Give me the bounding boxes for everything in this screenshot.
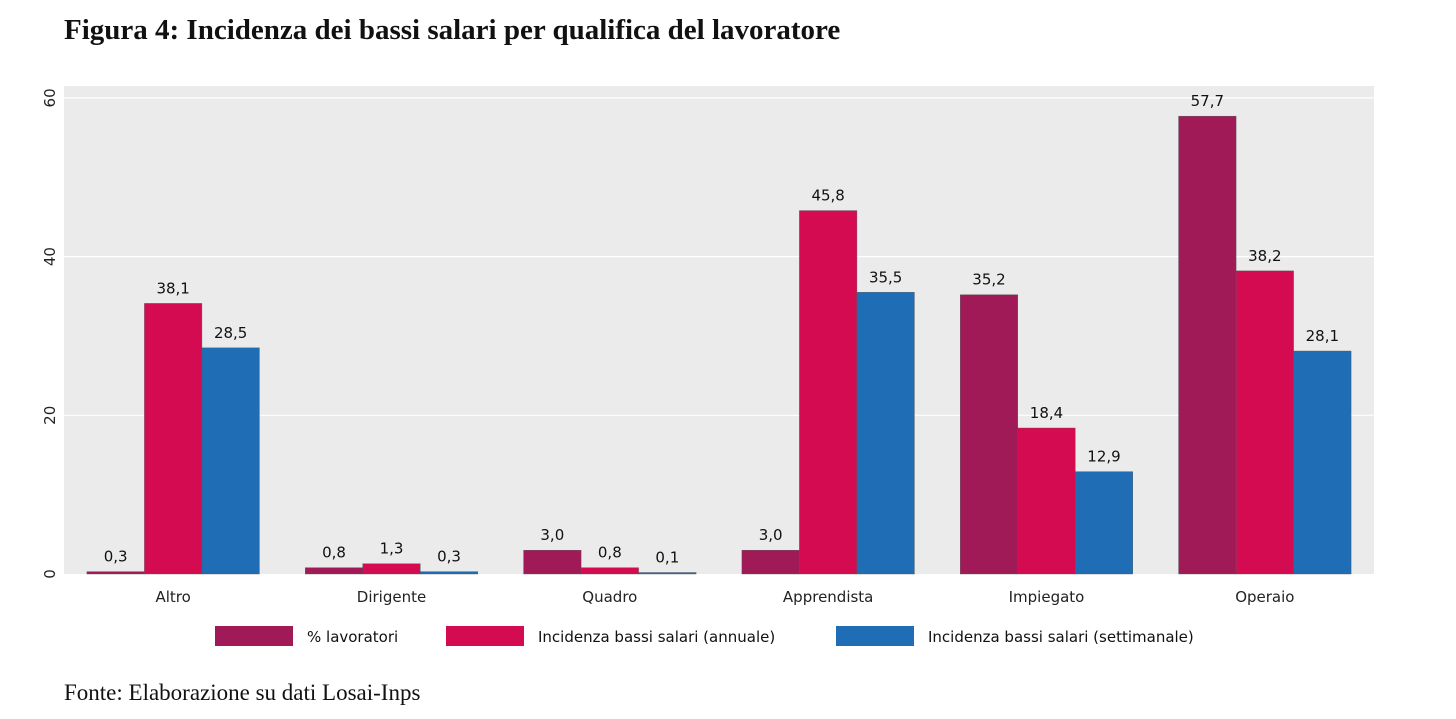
bar: [1293, 350, 1352, 575]
y-tick-label: 60: [41, 88, 59, 107]
bar: [638, 572, 697, 575]
bar: [960, 294, 1018, 575]
bar: [362, 563, 421, 575]
plot-background: [64, 86, 1374, 574]
bar: [523, 549, 582, 575]
y-tick-label: 20: [41, 406, 59, 425]
data-label: 35,2: [972, 271, 1005, 289]
bar: [420, 571, 478, 575]
bar: [201, 347, 260, 575]
y-tick-label: 40: [41, 247, 59, 266]
data-label: 3,0: [540, 526, 564, 544]
data-label: 28,5: [214, 324, 247, 342]
x-tick-label: Apprendista: [783, 588, 873, 606]
data-label: 0,3: [104, 548, 128, 566]
x-tick-label: Impiegato: [1009, 588, 1085, 606]
data-label: 38,1: [156, 279, 189, 297]
bar: [1017, 427, 1076, 575]
data-label: 0,3: [437, 548, 461, 566]
data-label: 0,8: [598, 544, 622, 562]
value-labels: 0,3 38,1 28,5 0,8 1,3 0,3 3,0 0,8 0,1 3,0 45,8 35,5…: [104, 92, 1339, 566]
chart-title: Figura 4: Incidenza dei bassi salari per…: [64, 14, 841, 46]
data-label: 3,0: [759, 526, 783, 544]
data-label: 18,4: [1030, 404, 1063, 422]
x-axis: Altro Dirigente Quadro Apprendista Impiegato…: [156, 588, 1295, 606]
bar: [144, 303, 203, 575]
legend-label: % lavoratori: [307, 628, 398, 646]
data-label: 35,5: [869, 268, 902, 286]
x-tick-label: Operaio: [1235, 588, 1294, 606]
legend: % lavoratori Incidenza bassi salari (annu…: [215, 626, 1194, 646]
bar: [1235, 270, 1294, 575]
legend-swatch: [446, 626, 524, 646]
bar: [1075, 471, 1133, 575]
source-note: Fonte: Elaborazione su dati Losai-Inps: [64, 680, 421, 705]
bar: [1178, 115, 1237, 575]
bar: [86, 571, 145, 575]
data-label: 1,3: [380, 540, 404, 558]
legend-swatch: [215, 626, 293, 646]
bar: [580, 567, 639, 575]
bar: [799, 210, 858, 575]
data-label: 38,2: [1248, 247, 1281, 265]
y-axis: 0 20 40 60: [41, 88, 59, 578]
data-label: 57,7: [1191, 92, 1224, 110]
data-label: 0,1: [655, 549, 679, 567]
legend-swatch: [836, 626, 914, 646]
gridlines: [64, 97, 1374, 416]
legend-label: Incidenza bassi salari (annuale): [538, 628, 775, 646]
bars: [86, 115, 1352, 575]
bar: [305, 567, 363, 575]
data-label: 28,1: [1306, 327, 1339, 345]
x-tick-label: Quadro: [582, 588, 637, 606]
y-tick-label: 0: [41, 569, 59, 579]
bar: [856, 292, 915, 575]
bar: [741, 549, 800, 575]
data-label: 12,9: [1087, 448, 1120, 466]
x-tick-label: Altro: [156, 588, 191, 606]
data-label: 45,8: [811, 187, 844, 205]
legend-label: Incidenza bassi salari (settimanale): [928, 628, 1194, 646]
data-label: 0,8: [322, 544, 346, 562]
x-tick-label: Dirigente: [357, 588, 426, 606]
